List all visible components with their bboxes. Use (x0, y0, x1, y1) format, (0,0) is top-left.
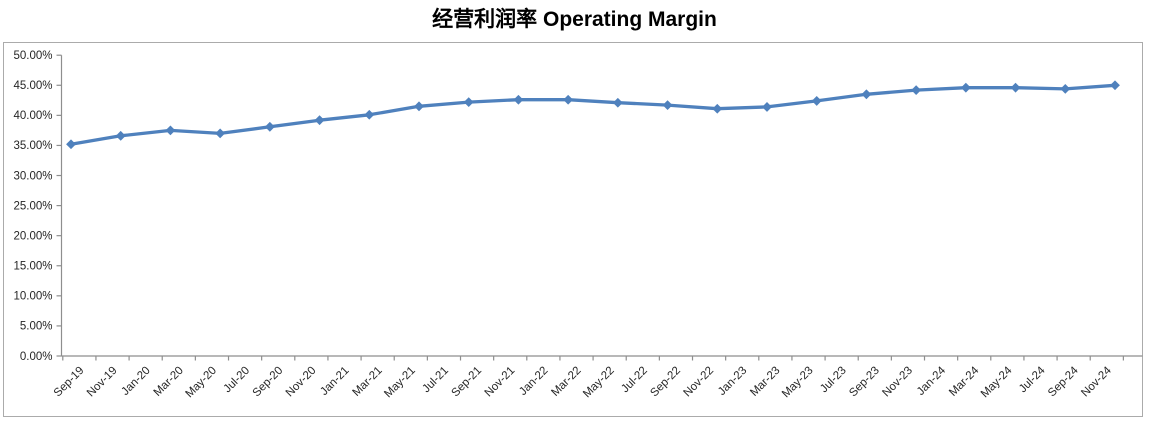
chart-border (3, 42, 1143, 417)
y-axis-tick-label: 50.00% (13, 50, 52, 62)
data-point-marker (861, 89, 872, 100)
data-point-marker (215, 128, 226, 139)
data-point-marker (1110, 80, 1120, 91)
data-point-marker (314, 115, 325, 126)
data-point-marker (414, 101, 424, 112)
y-axis-tick-label: 15.00% (13, 261, 52, 273)
y-axis-tick-label: 20.00% (13, 230, 52, 242)
y-axis-tick-label: 45.00% (13, 80, 52, 92)
data-point-marker (165, 125, 176, 136)
y-axis-tick-label: 10.00% (13, 291, 52, 303)
data-point-marker (762, 102, 772, 112)
data-point-marker (115, 130, 126, 141)
data-point-marker (612, 97, 623, 108)
y-axis-tick-label: 25.00% (13, 200, 52, 212)
y-axis-tick-label: 35.00% (13, 140, 52, 152)
data-point-marker (66, 139, 76, 150)
data-point-marker (364, 109, 375, 120)
data-point-marker (264, 121, 275, 132)
data-point-marker (811, 96, 822, 106)
y-axis-tick-label: 5.00% (20, 321, 53, 333)
data-point-marker (463, 97, 474, 108)
series-line (69, 83, 1117, 146)
data-point-marker (911, 85, 922, 95)
data-point-marker (1060, 83, 1071, 94)
y-axis-tick-label: 40.00% (13, 110, 52, 122)
data-point-marker (960, 82, 971, 93)
data-point-marker (712, 103, 723, 114)
chart-title: 经营利润率 Operating Margin (432, 8, 717, 31)
data-point-marker (662, 100, 673, 111)
data-point-marker (513, 94, 524, 105)
y-axis-tick-label: 30.00% (13, 170, 52, 182)
data-point-marker (563, 94, 574, 105)
y-axis-tick-label: 0.00% (20, 351, 53, 363)
data-point-marker (1010, 82, 1021, 93)
